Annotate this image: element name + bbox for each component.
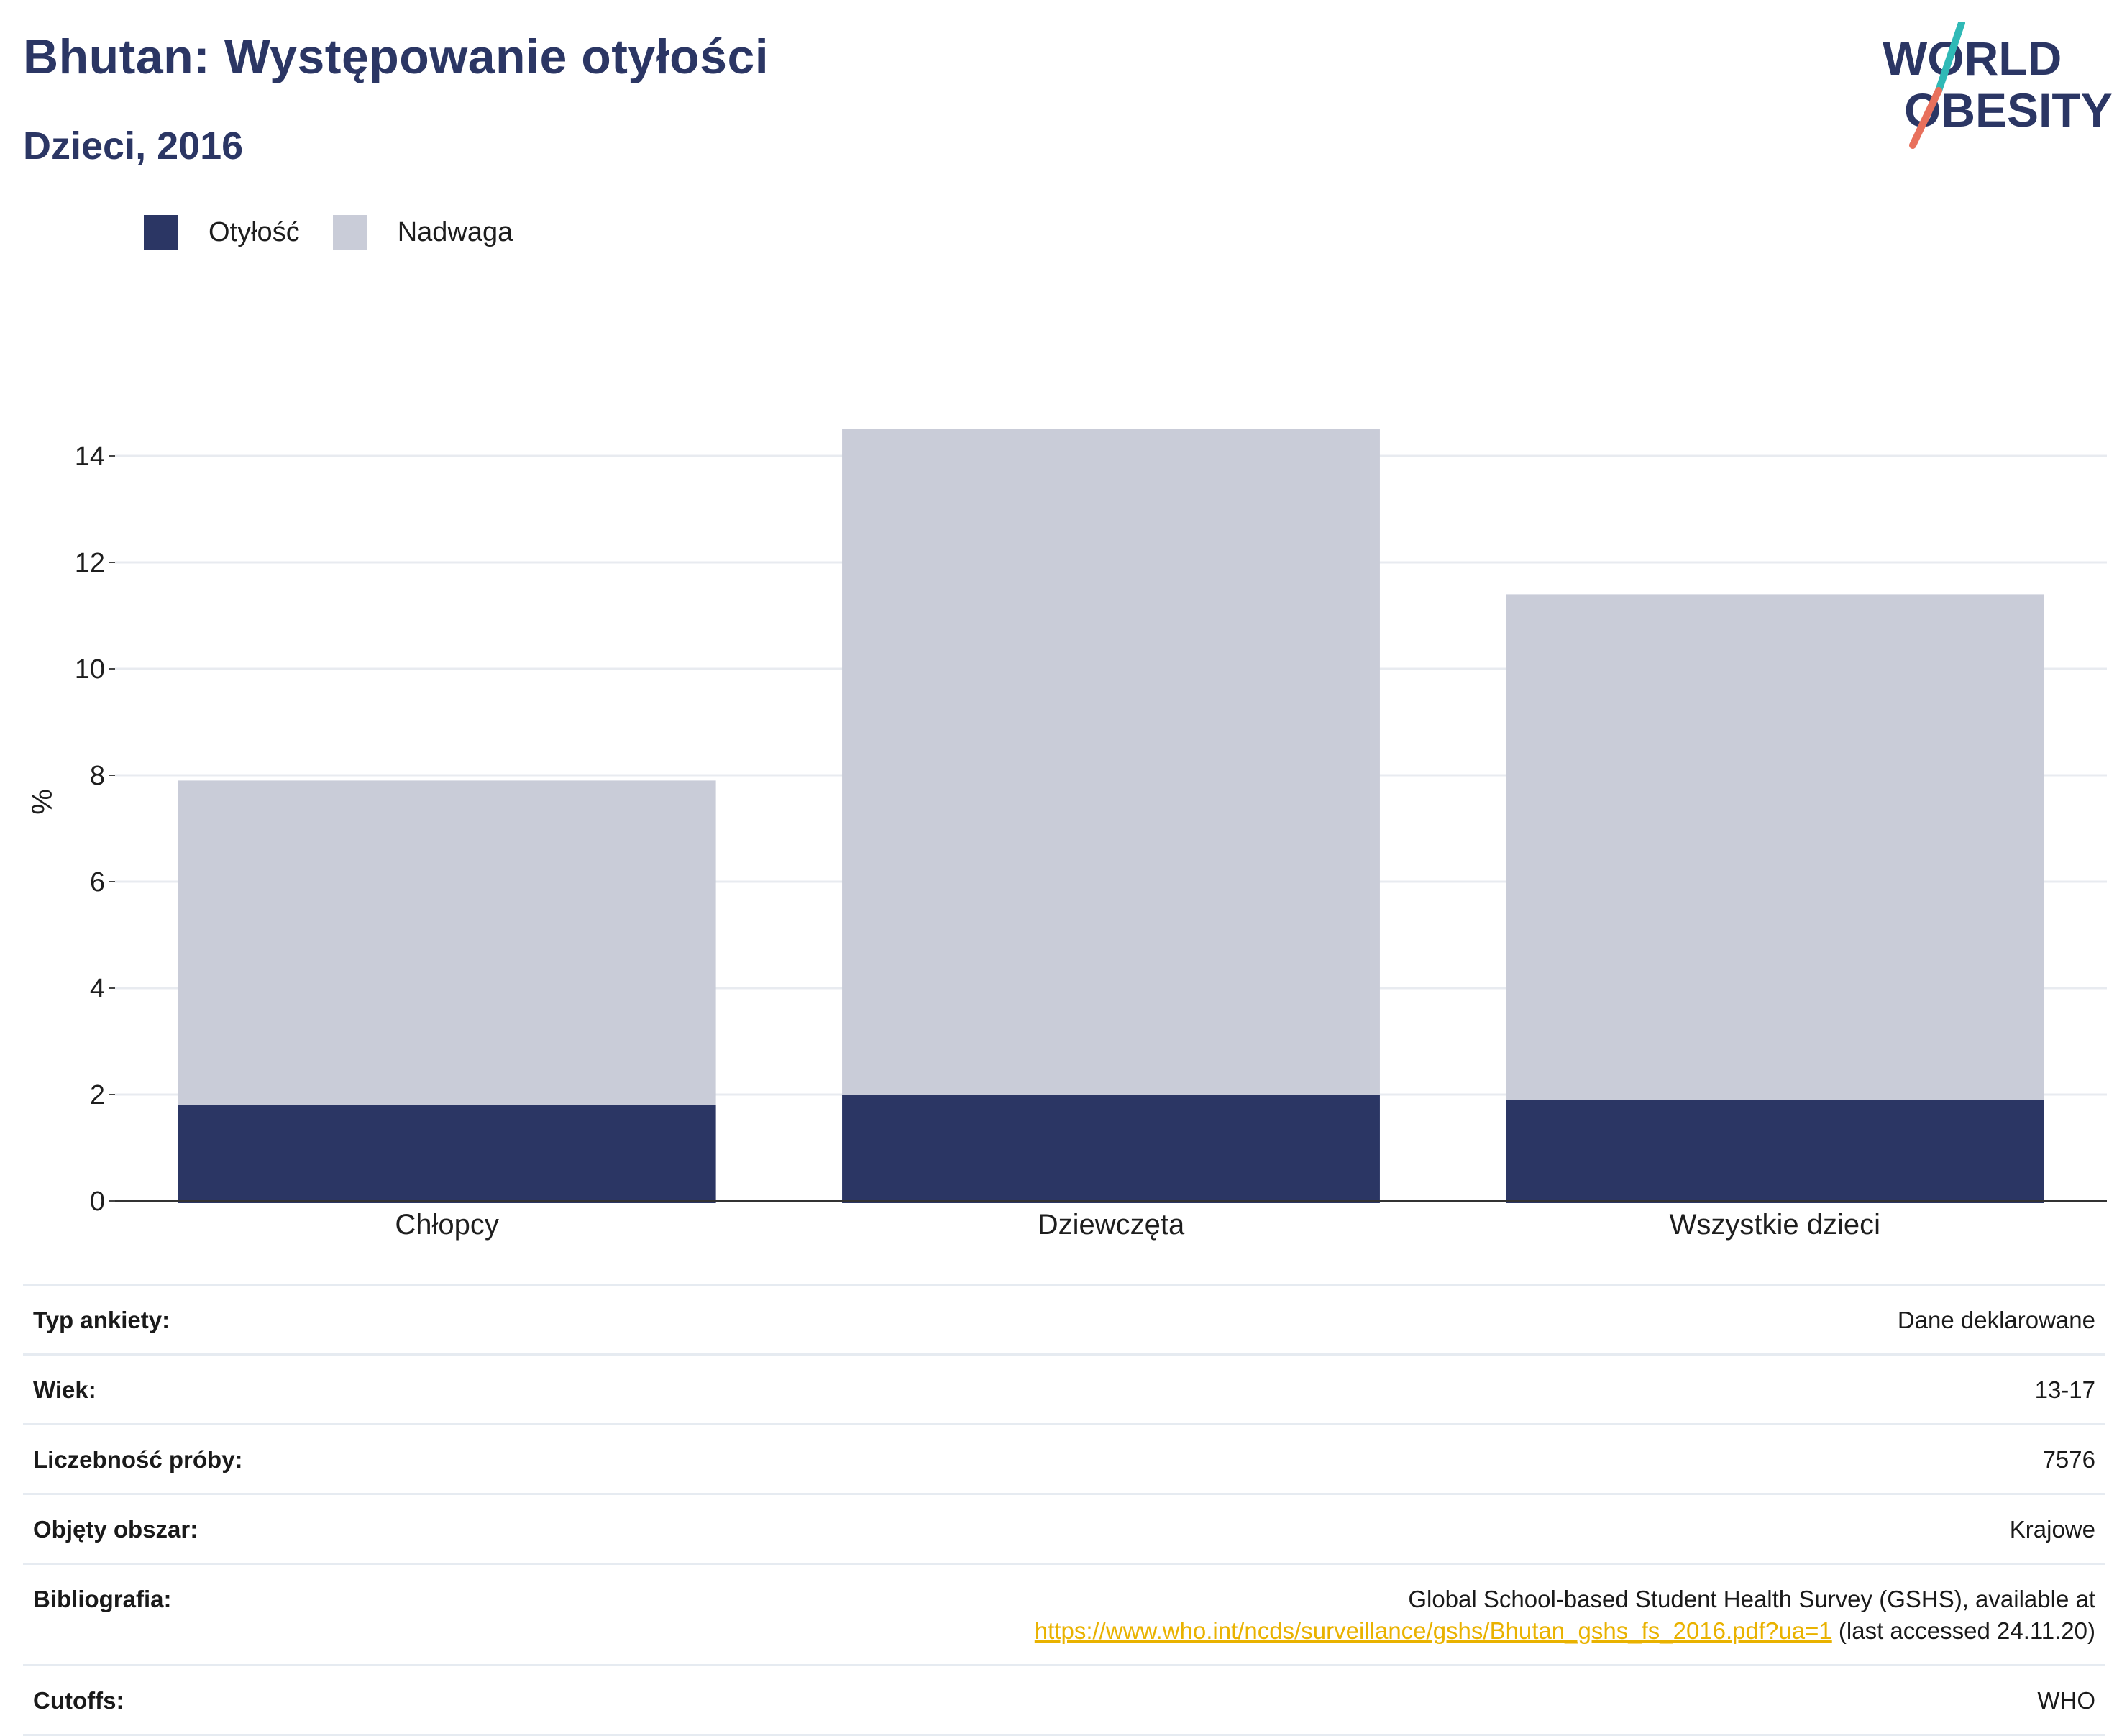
info-label-sample-size: Liczebność próby: [33,1446,243,1473]
bibliography-text: Global School-based Student Health Surve… [1408,1586,2095,1612]
y-tick-label: 8 [90,761,105,791]
info-value-sample-size: 7576 [2042,1446,2095,1473]
logo-graphic: WORLD OBESITY [1883,19,2113,149]
logo-slash-coral [1909,87,1942,149]
info-row-age: Wiek: 13-17 [23,1353,2105,1423]
y-tick-label: 12 [75,548,105,578]
info-row-cutoffs: Cutoffs: WHO [23,1664,2105,1736]
world-obesity-logo: WORLD OBESITY [1877,19,2114,151]
info-row-area: Objęty obszar: Krajowe [23,1493,2105,1563]
info-label-bibliography: Bibliografia: [33,1586,172,1612]
logo-slash-teal [1935,19,1965,94]
bar-overweight [1506,594,2044,1100]
bibliography-accessed: (last accessed 24.11.20) [1831,1617,2095,1644]
x-tick-label: Dziewczęta [1038,1209,1185,1241]
info-value-bibliography: Global School-based Student Health Surve… [1035,1584,2095,1647]
y-tick-label: 10 [75,654,105,685]
bar-chart: 0 2 4 6 8 10 12 14% Chłopcy Dziewczęta Wszystkie d… [27,429,2107,1241]
info-label-survey-type: Typ ankiety: [33,1307,170,1333]
chart-title: Bhutan: Występowanie otyłości [23,29,769,84]
y-tick-label: 6 [90,867,105,897]
legend-swatch-obesity [144,215,178,250]
legend-label-overweight: Nadwaga [397,216,513,247]
bar-obesity [1506,1100,2044,1203]
bar-overweight [842,429,1380,1095]
bibliography-link[interactable]: https://www.who.int/ncds/surveillance/gs… [1034,1617,1832,1644]
info-table: Typ ankiety: Dane deklarowane Wiek: 13-1… [23,1284,2105,1736]
y-tick-label: 14 [75,442,105,472]
info-label-cutoffs: Cutoffs: [33,1687,124,1714]
y-tick-label: 0 [90,1187,105,1217]
chart-subtitle: Dzieci, 2016 [23,124,244,168]
bar-obesity [178,1105,716,1203]
info-row-survey-type: Typ ankiety: Dane deklarowane [23,1284,2105,1353]
info-row-sample-size: Liczebność próby: 7576 [23,1423,2105,1493]
legend-label-obesity: Otyłość [209,216,300,247]
info-label-area: Objęty obszar: [33,1516,198,1543]
info-value-cutoffs: WHO [2037,1687,2095,1714]
info-value-age: 13-17 [2034,1376,2095,1403]
x-tick-label: Chłopcy [395,1209,499,1241]
info-value-area: Krajowe [2009,1516,2095,1543]
chart-legend: Otyłość Nadwaga [144,214,546,250]
info-row-bibliography: Bibliografia: Global School-based Studen… [23,1563,2105,1664]
y-axis-label: % [27,789,58,815]
bar-overweight [178,780,716,1105]
info-label-age: Wiek: [33,1376,96,1403]
y-tick-label: 4 [90,974,105,1004]
legend-swatch-overweight [332,215,367,250]
info-value-survey-type: Dane deklarowane [1897,1307,2095,1333]
logo-text-world: WORLD [1883,32,2062,85]
legend-item-obesity: Otyłość [144,215,300,250]
x-tick-label: Wszystkie dzieci [1670,1209,1880,1241]
bar-obesity [842,1095,1380,1203]
y-tick-label: 2 [90,1080,105,1110]
legend-item-overweight: Nadwaga [332,215,513,250]
